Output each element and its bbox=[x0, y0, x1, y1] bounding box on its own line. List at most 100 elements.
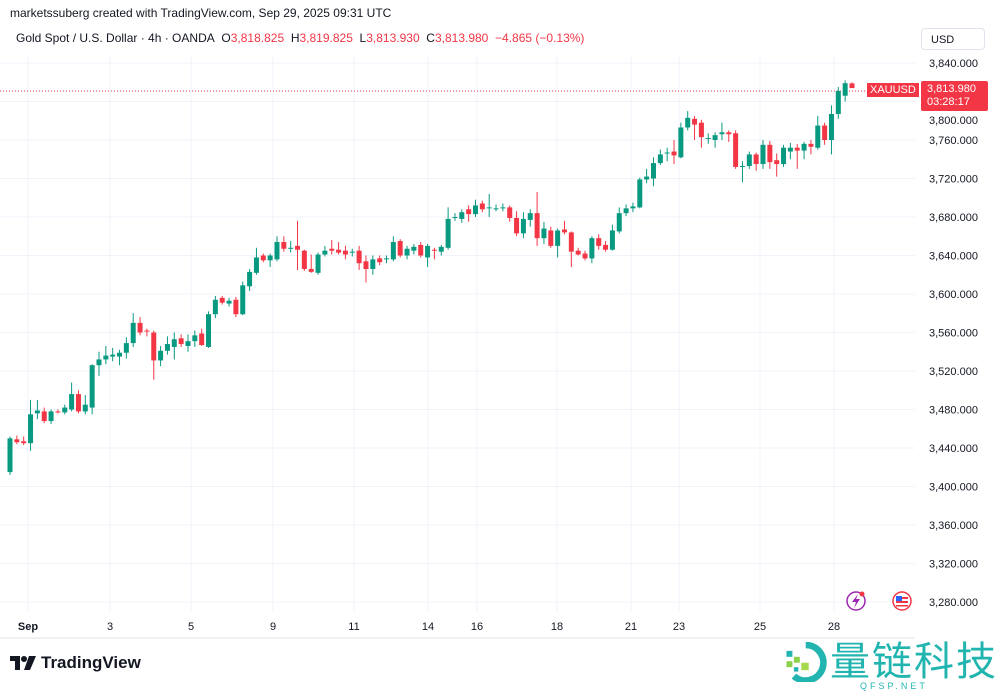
x-tick-label: Sep bbox=[18, 621, 38, 633]
candle-up bbox=[555, 228, 561, 258]
candle-up bbox=[370, 255, 376, 275]
candle-down bbox=[753, 152, 759, 171]
candle-body bbox=[815, 125, 821, 148]
candle-up bbox=[253, 247, 259, 275]
candle-up bbox=[801, 141, 807, 160]
candle-body bbox=[384, 258, 390, 260]
candle-down bbox=[219, 295, 225, 305]
price-axis: 3,840.000 3,800.000 3,760.000 3,720.000 3,68… bbox=[929, 58, 978, 609]
x-tick-label: 25 bbox=[754, 621, 766, 633]
candle-body bbox=[342, 250, 348, 255]
candle-body bbox=[206, 314, 212, 347]
candle-down bbox=[144, 328, 150, 337]
symbol-description[interactable]: Gold Spot / U.S. Dollar · 4h · OANDA bbox=[16, 31, 215, 45]
candle-body bbox=[233, 299, 239, 315]
currency-button[interactable]: USD bbox=[921, 28, 985, 50]
candle-down bbox=[336, 242, 342, 255]
y-tick-label: 3,360.000 bbox=[929, 520, 978, 532]
y-tick-label: 3,520.000 bbox=[929, 366, 978, 378]
watermark-logo-icon bbox=[786, 642, 827, 682]
y-tick-label: 3,800.000 bbox=[929, 115, 978, 127]
candle-down bbox=[21, 436, 27, 446]
candle-body bbox=[493, 208, 499, 210]
candle-body bbox=[212, 299, 218, 315]
candle-up bbox=[212, 295, 218, 319]
x-tick-label: 14 bbox=[422, 621, 434, 633]
candle-up bbox=[62, 404, 68, 415]
candle-down bbox=[466, 205, 472, 222]
candle-body bbox=[603, 244, 609, 250]
candle-body bbox=[507, 207, 513, 218]
y-tick-label: 3,840.000 bbox=[929, 58, 978, 70]
candle-body bbox=[281, 242, 287, 249]
candle-up bbox=[404, 245, 410, 260]
candle-up bbox=[746, 151, 752, 169]
candle-body bbox=[137, 322, 143, 333]
candle-up bbox=[541, 221, 547, 244]
candle-body bbox=[671, 151, 677, 156]
candle-body bbox=[240, 285, 246, 315]
candle-up bbox=[815, 115, 821, 150]
candle-body bbox=[712, 135, 718, 140]
candle-body bbox=[664, 152, 670, 154]
candle-body bbox=[274, 242, 280, 260]
y-tick-label: 3,600.000 bbox=[929, 289, 978, 301]
candle-up bbox=[637, 177, 643, 209]
y-tick-label: 3,480.000 bbox=[929, 405, 978, 417]
candle-body bbox=[541, 228, 547, 239]
candle-up bbox=[103, 345, 109, 365]
candle-body bbox=[657, 154, 663, 164]
candle-body bbox=[520, 218, 526, 234]
candle-body bbox=[110, 354, 116, 357]
candle-up bbox=[650, 157, 656, 187]
candle-down bbox=[14, 435, 20, 445]
candle-up bbox=[69, 382, 75, 412]
candle-up bbox=[630, 202, 636, 213]
candle-body bbox=[753, 154, 759, 165]
candle-up bbox=[226, 297, 232, 307]
candle-up bbox=[34, 399, 40, 420]
candle-body bbox=[726, 132, 732, 135]
candle-body bbox=[288, 247, 294, 249]
chart-credit: marketssuberg created with TradingView.c… bbox=[10, 6, 392, 20]
candle-body bbox=[630, 206, 636, 209]
candle-down bbox=[726, 130, 732, 142]
candle-body bbox=[75, 394, 81, 412]
open-label: O bbox=[221, 31, 231, 45]
candle-body bbox=[828, 114, 834, 140]
lightning-icon[interactable] bbox=[846, 591, 866, 611]
candle-down bbox=[671, 140, 677, 165]
us-flag-icon[interactable] bbox=[892, 591, 912, 611]
candle-down bbox=[281, 236, 287, 252]
x-tick-label: 11 bbox=[348, 621, 359, 633]
candle-down bbox=[479, 200, 485, 213]
candle-body bbox=[226, 300, 232, 304]
candle-up bbox=[192, 330, 198, 347]
candle-down bbox=[301, 249, 307, 271]
candle-up bbox=[274, 236, 280, 262]
candle-up bbox=[589, 236, 595, 264]
y-tick-label: 3,560.000 bbox=[929, 328, 978, 340]
candle-body bbox=[390, 242, 396, 260]
tradingview-logo[interactable]: TradingView bbox=[10, 653, 141, 673]
candle-body bbox=[705, 138, 711, 140]
y-tick-label: 3,440.000 bbox=[929, 443, 978, 455]
candle-body bbox=[431, 249, 437, 251]
candle-body bbox=[582, 253, 588, 259]
candle-body bbox=[781, 147, 787, 165]
candle-body bbox=[459, 212, 465, 219]
candle-body bbox=[247, 271, 253, 287]
candle-body bbox=[55, 411, 61, 413]
candle-body bbox=[534, 213, 540, 239]
x-tick-label: 23 bbox=[673, 621, 685, 633]
candle-down bbox=[808, 140, 814, 155]
candle-up bbox=[411, 243, 417, 255]
candle-body bbox=[452, 217, 458, 218]
x-tick-label: 9 bbox=[270, 621, 276, 633]
candle-body bbox=[698, 122, 704, 138]
candle-up bbox=[96, 351, 102, 376]
candle-body bbox=[555, 230, 561, 246]
candle-down bbox=[514, 211, 520, 237]
candle-body bbox=[527, 213, 533, 220]
